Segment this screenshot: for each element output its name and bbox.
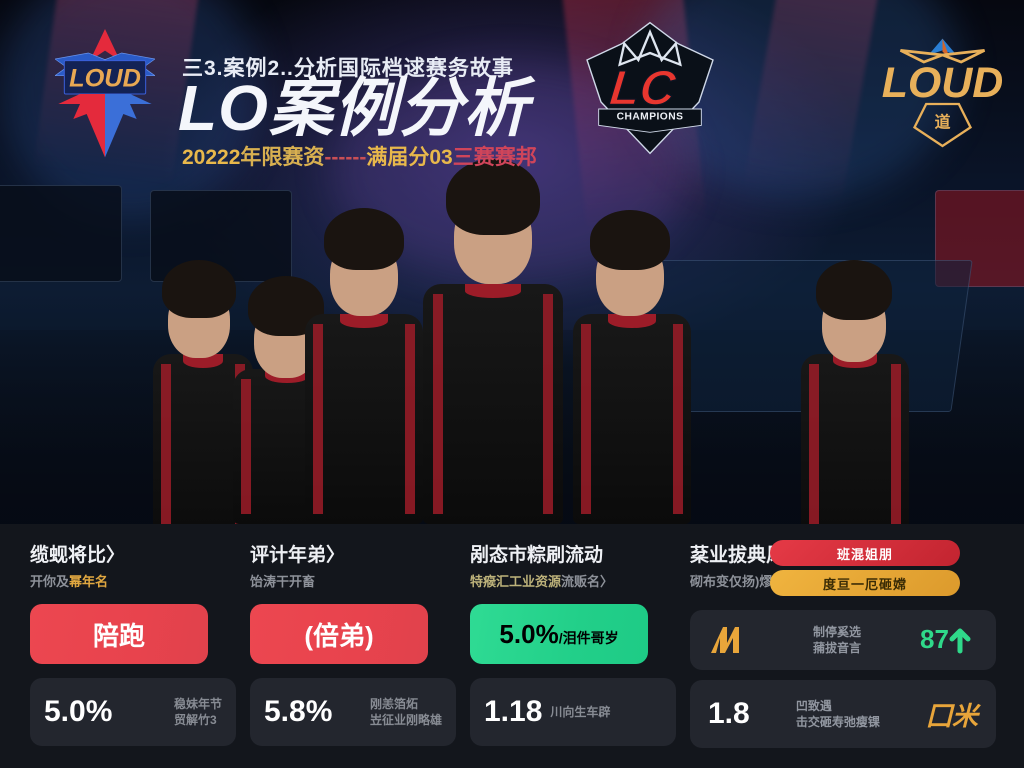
- svg-text:道: 道: [935, 112, 951, 131]
- svg-text:LOUD: LOUD: [69, 64, 141, 92]
- svg-text:87: 87: [920, 625, 949, 654]
- svg-text:LC: LC: [607, 61, 679, 115]
- svg-text:LOUD: LOUD: [882, 59, 1004, 107]
- svg-text:CHAMPIONS: CHAMPIONS: [617, 112, 684, 123]
